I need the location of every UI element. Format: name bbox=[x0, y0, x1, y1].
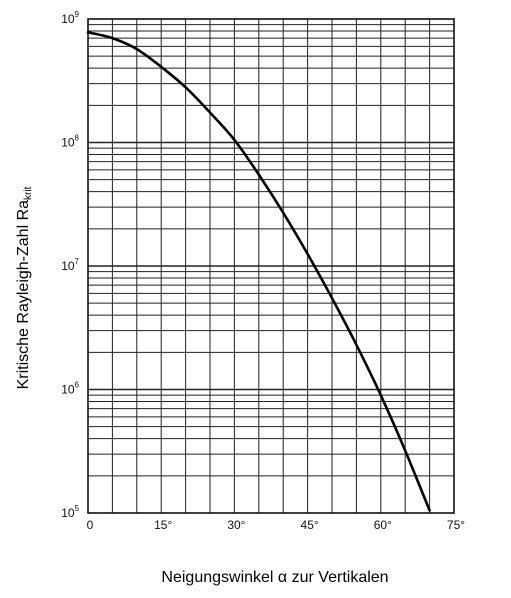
y-tick-label: 107 bbox=[61, 257, 79, 273]
x-axis-title: Neigungswinkel α zur Vertikalen bbox=[161, 569, 388, 586]
plot-frame bbox=[87, 18, 455, 514]
x-tick-label: 15° bbox=[154, 518, 172, 532]
y-axis-title: Kritische Rayleigh-Zahl Rakrit bbox=[15, 186, 34, 389]
y-tick-label: 105 bbox=[61, 504, 79, 520]
series-line bbox=[86, 30, 431, 512]
y-tick-label: 106 bbox=[61, 381, 79, 397]
x-tick-label: 60° bbox=[374, 518, 392, 532]
grid bbox=[88, 19, 454, 513]
y-axis-title-main: Kritische Rayleigh-Zahl Ra bbox=[15, 200, 32, 390]
y-tick-label: 109 bbox=[61, 10, 79, 26]
x-tick-label: 0 bbox=[87, 518, 94, 532]
y-axis-title-subscript: krit bbox=[23, 186, 34, 200]
y-tick-labels: 109 108 107 106 105 bbox=[61, 10, 79, 520]
x-tick-label: 30° bbox=[227, 518, 245, 532]
x-tick-labels: 0 15° 30° 45° 60° 75° bbox=[87, 518, 466, 532]
x-tick-label: 75° bbox=[447, 518, 465, 532]
x-tick-label: 45° bbox=[301, 518, 319, 532]
y-tick-label: 108 bbox=[61, 134, 79, 150]
